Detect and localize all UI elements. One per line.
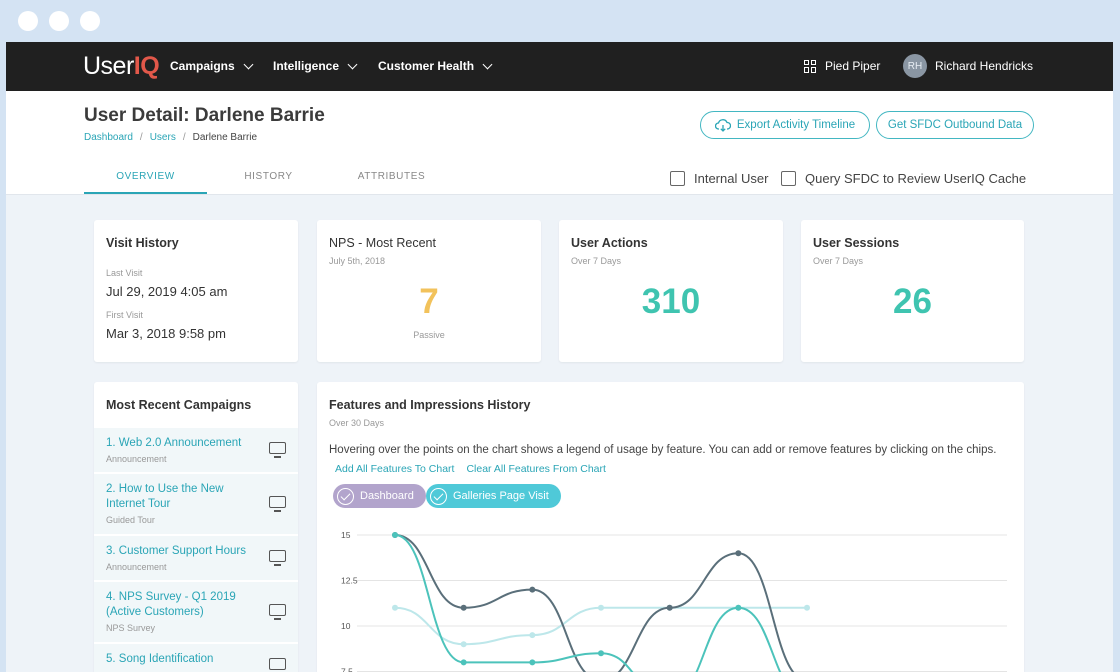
campaign-item[interactable]: 5. Song Identification [94,644,298,672]
active-tab-indicator [84,192,207,194]
chart-description: Hovering over the points on the chart sh… [329,444,997,456]
monitor-icon [269,442,286,458]
nav-intelligence[interactable]: Intelligence [273,59,358,73]
recent-campaigns-card: Most Recent Campaigns 1. Web 2.0 Announc… [94,382,298,672]
features-line-chart: 15 12.5 10 7.5 [341,530,1007,672]
page-header: User Detail: Darlene Barrie Dashboard / … [6,91,1113,195]
data-point[interactable] [529,632,536,639]
breadcrumb: Dashboard / Users / Darlene Barrie [84,132,258,143]
monitor-icon [269,496,286,512]
data-point[interactable] [529,659,536,666]
campaign-item[interactable]: 3. Customer Support Hours Announcement [94,536,298,580]
visit-history-card: Visit History Last Visit Jul 29, 2019 4:… [94,220,298,362]
user-name: Richard Hendricks [935,59,1034,73]
checkbox-box[interactable] [781,171,796,186]
useriq-logo[interactable]: UserIQ [83,52,160,80]
monitor-icon [269,604,286,620]
chevron-down-icon [482,59,493,69]
y-tick-label: 7.5 [341,667,353,672]
chevron-down-icon [347,59,358,69]
window-maximize-button[interactable] [80,11,100,31]
data-point[interactable] [460,604,467,611]
window-controls [18,11,100,31]
card-title: User Actions [571,236,648,250]
user-menu[interactable]: RH Richard Hendricks [903,54,1033,78]
data-point[interactable] [598,604,604,611]
y-tick-label: 15 [341,530,351,540]
top-navbar: UserIQ Campaigns Intelligence Customer H… [6,42,1113,91]
window-close-button[interactable] [18,11,38,31]
data-point[interactable] [735,604,742,611]
data-point[interactable] [598,650,604,657]
avatar: RH [903,54,927,78]
internal-user-checkbox[interactable]: Internal User [670,171,768,186]
nav-campaigns[interactable]: Campaigns [170,59,254,73]
data-point[interactable] [666,604,673,611]
monitor-icon [269,658,286,670]
chip-galleries-page-visit[interactable]: Galleries Page Visit [426,484,561,508]
user-actions-value: 310 [641,282,701,321]
nps-score: 7 [419,282,439,321]
card-title: Visit History [106,236,179,250]
query-sfdc-checkbox[interactable]: Query SFDC to Review UserIQ Cache [781,171,1026,186]
user-sessions-value: 26 [893,282,932,321]
card-title: User Sessions [813,236,900,250]
check-circle-icon [337,487,354,505]
chevron-down-icon [243,59,254,69]
page-title: User Detail: Darlene Barrie [84,105,325,126]
data-point[interactable] [460,641,467,648]
data-point[interactable] [460,659,467,666]
monitor-icon [269,550,286,566]
nps-card: NPS - Most Recent July 5th, 2018 7 Passi… [317,220,541,362]
tab-history[interactable]: HISTORY [244,171,293,182]
first-visit-value: Mar 3, 2018 9:58 pm [106,326,226,341]
data-point[interactable] [529,586,536,593]
breadcrumb-users[interactable]: Users [149,132,176,143]
user-sessions-card: User Sessions Over 7 Days 26 [801,220,1024,362]
org-name: Pied Piper [825,59,881,73]
campaign-item[interactable]: 1. Web 2.0 Announcement Announcement [94,428,298,472]
app-window: UserIQ Campaigns Intelligence Customer H… [6,42,1113,672]
last-visit-value: Jul 29, 2019 4:05 am [106,284,228,299]
breadcrumb-dashboard[interactable]: Dashboard [84,132,133,143]
tab-overview[interactable]: OVERVIEW [116,171,175,182]
chip-dashboard[interactable]: Dashboard [333,484,426,508]
clear-all-features-link[interactable]: Clear All Features From Chart [466,463,606,475]
nav-customer-health[interactable]: Customer Health [378,59,493,73]
card-title: NPS - Most Recent [329,236,436,250]
y-tick-label: 10 [341,621,351,631]
user-actions-card: User Actions Over 7 Days 310 [559,220,783,362]
campaign-item[interactable]: 2. How to Use the New Internet Tour Guid… [94,474,298,534]
y-tick-label: 12.5 [341,576,358,586]
tab-attributes[interactable]: ATTRIBUTES [357,171,426,182]
add-all-features-link[interactable]: Add All Features To Chart [335,463,455,475]
export-activity-timeline-button[interactable]: Export Activity Timeline [700,111,870,139]
data-point[interactable] [804,604,810,611]
campaign-item[interactable]: 4. NPS Survey - Q1 2019 (Active Customer… [94,582,298,642]
data-point[interactable] [735,550,742,557]
data-point[interactable] [392,532,398,538]
card-title: Features and Impressions History [329,398,531,412]
breadcrumb-current: Darlene Barrie [192,132,258,143]
grid-icon [804,59,817,73]
window-minimize-button[interactable] [49,11,69,31]
cloud-download-icon [714,118,731,132]
check-circle-icon [430,487,447,505]
org-switcher[interactable]: Pied Piper [804,59,880,73]
feature-links: Add All Features To Chart Clear All Feat… [335,463,606,475]
features-history-card: Features and Impressions History Over 30… [317,382,1024,672]
data-point[interactable] [392,604,398,611]
checkbox-box[interactable] [670,171,685,186]
nps-category: Passive [413,330,445,340]
card-title: Most Recent Campaigns [106,398,252,412]
get-sfdc-outbound-data-button[interactable]: Get SFDC Outbound Data [876,111,1034,139]
